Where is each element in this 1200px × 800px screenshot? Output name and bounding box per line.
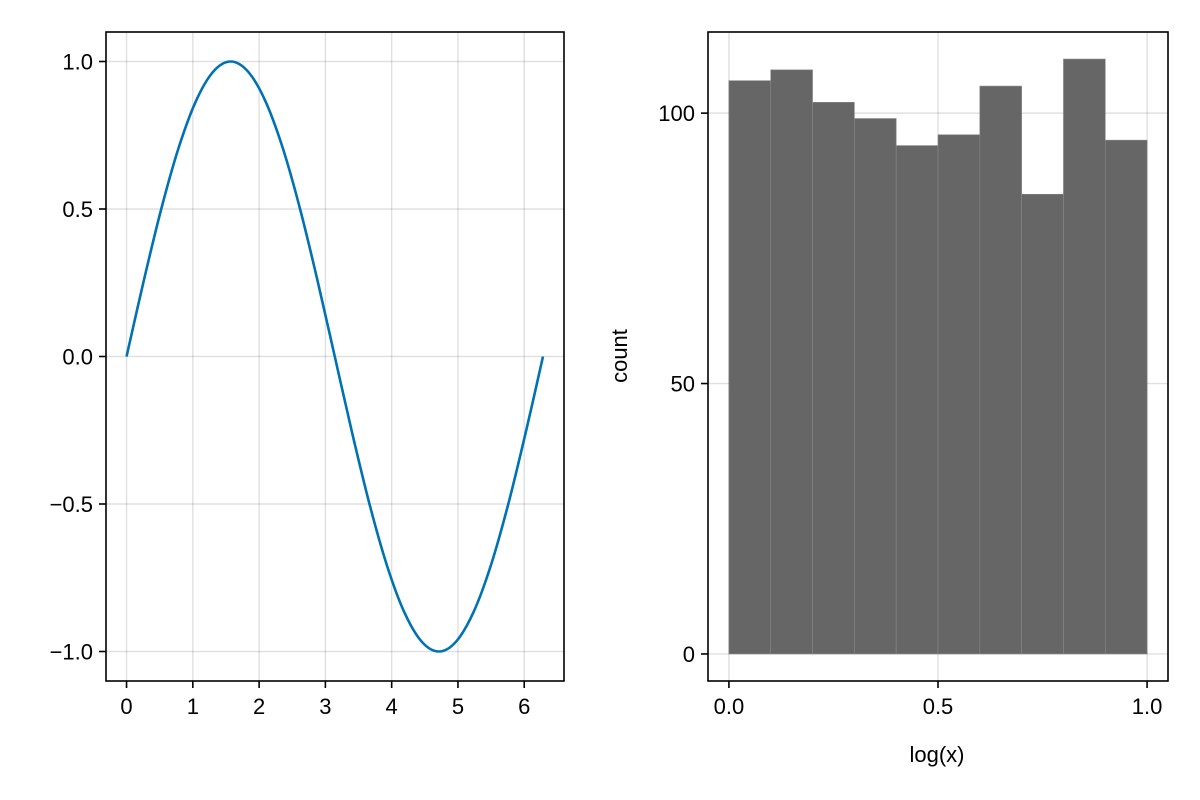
line-chart-x-tick-label: 3 [319, 694, 331, 719]
line-chart-x-tick-label: 4 [386, 694, 398, 719]
histogram-bar [937, 134, 981, 655]
histogram-panel: 0.0 0.5 1.0 0 50 100 log(x) count [607, 31, 1169, 767]
line-chart-y-tick-label: 1.0 [62, 50, 93, 75]
histogram-bar [728, 80, 772, 655]
histogram-plot-area [728, 58, 1148, 655]
line-chart-x-tick-label: 2 [253, 694, 265, 719]
line-chart-tick-labels: 0 1 2 3 4 5 6 −1.0 −0.5 0.0 0.5 1.0 [50, 50, 531, 720]
histogram-bar [812, 102, 855, 655]
histogram-ticks [701, 112, 1148, 688]
histogram-tick-labels: 0.0 0.5 1.0 0 50 100 [658, 101, 1162, 719]
line-chart-panel: 0 1 2 3 4 5 6 −1.0 −0.5 0.0 0.5 1.0 [50, 31, 565, 720]
histogram-bar [1063, 58, 1106, 655]
histogram-x-tick-label: 1.0 [1132, 694, 1163, 719]
histogram-y-tick-label: 100 [658, 101, 695, 126]
histogram-y-axis-label: count [607, 329, 632, 383]
line-chart-y-tick-label: −1.0 [50, 640, 93, 665]
histogram-x-axis-label: log(x) [909, 742, 964, 767]
line-chart-y-tick-label: 0.5 [62, 197, 93, 222]
histogram-bar [770, 69, 813, 655]
line-series-0 [125, 60, 545, 653]
histogram-y-tick-label: 0 [683, 642, 695, 667]
line-chart-ticks [99, 60, 526, 688]
histogram-x-tick-label: 0.5 [923, 694, 954, 719]
histogram-bar [1021, 193, 1064, 655]
line-chart-y-tick-label: −0.5 [50, 492, 93, 517]
histogram-bar [979, 85, 1022, 655]
line-chart-plot-area [125, 60, 545, 653]
histogram-bar [1104, 139, 1148, 655]
histogram-bar [854, 118, 897, 655]
histogram-y-tick-label: 50 [671, 372, 695, 397]
line-chart-x-tick-label: 6 [518, 694, 530, 719]
line-chart-x-tick-label: 0 [120, 694, 132, 719]
line-chart-x-tick-label: 5 [452, 694, 464, 719]
line-chart-y-tick-label: 0.0 [62, 345, 93, 370]
line-chart-x-tick-label: 1 [187, 694, 199, 719]
line-chart-grid [106, 32, 564, 681]
histogram-x-tick-label: 0.0 [714, 694, 745, 719]
histogram-bar [895, 145, 939, 655]
